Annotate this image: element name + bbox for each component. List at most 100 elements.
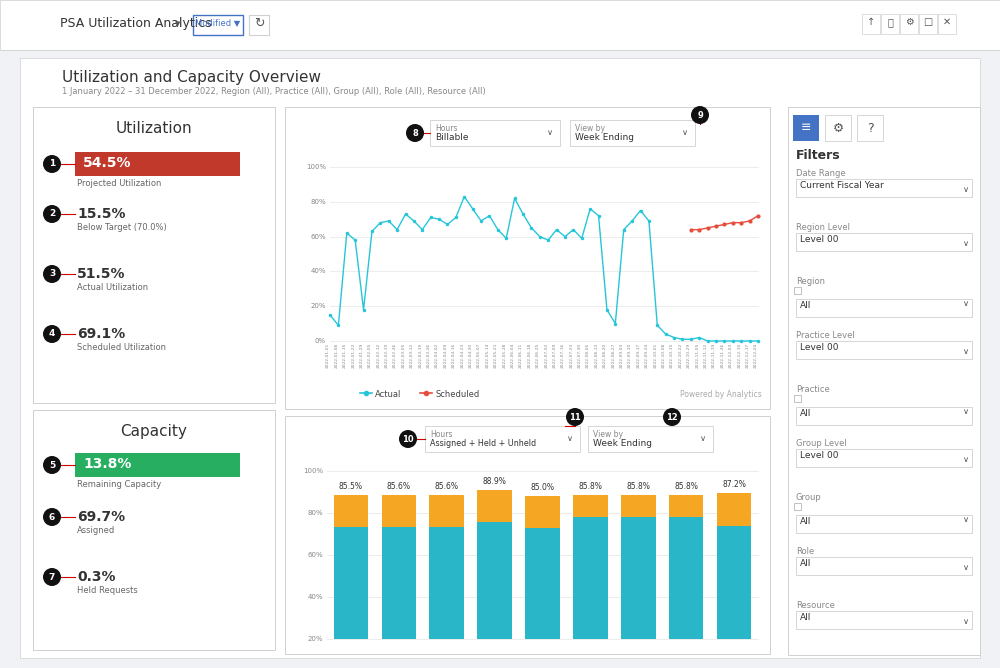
Text: Group Level: Group Level <box>796 439 847 448</box>
Text: Hours: Hours <box>430 430 452 439</box>
Text: Filters: Filters <box>796 149 841 162</box>
Bar <box>796 407 972 425</box>
Text: All: All <box>800 301 811 310</box>
Bar <box>717 492 751 526</box>
Text: □: □ <box>923 17 933 27</box>
Text: 4: 4 <box>49 329 55 339</box>
Text: 1: 1 <box>49 160 55 168</box>
Text: Resource: Resource <box>796 601 835 610</box>
Bar <box>621 517 656 639</box>
Text: 20%: 20% <box>308 636 323 642</box>
Text: Hours: Hours <box>435 124 458 133</box>
Text: 2022-11-12: 2022-11-12 <box>704 343 708 368</box>
Bar <box>621 495 656 517</box>
Text: Region Level: Region Level <box>796 223 850 232</box>
Circle shape <box>43 205 61 223</box>
Text: 40%: 40% <box>310 269 326 275</box>
Circle shape <box>43 508 61 526</box>
Text: All: All <box>800 517 811 526</box>
Text: 0.3%: 0.3% <box>77 570 116 584</box>
Text: 2022-10-08: 2022-10-08 <box>662 343 666 368</box>
Text: ∨: ∨ <box>963 516 969 524</box>
Text: Held Requests: Held Requests <box>77 586 138 595</box>
Text: Level 00: Level 00 <box>800 235 838 244</box>
Bar <box>796 341 972 359</box>
Bar <box>796 233 972 251</box>
Text: Week Ending: Week Ending <box>593 439 652 448</box>
Bar <box>429 495 464 527</box>
Text: 2022-01-15: 2022-01-15 <box>343 343 347 368</box>
Text: 9: 9 <box>697 110 703 120</box>
Text: 13.8%: 13.8% <box>83 457 131 471</box>
Bar <box>477 522 512 639</box>
Bar <box>382 495 416 527</box>
Text: 40%: 40% <box>308 594 323 600</box>
Text: Current Fiscal Year: Current Fiscal Year <box>800 181 884 190</box>
Text: All: All <box>800 613 811 622</box>
Circle shape <box>43 325 61 343</box>
Text: Practice: Practice <box>796 385 830 394</box>
Bar <box>796 557 972 575</box>
Text: ∨: ∨ <box>963 238 969 248</box>
Text: ∨: ∨ <box>682 128 688 137</box>
Text: 2022-05-07: 2022-05-07 <box>477 343 481 368</box>
Circle shape <box>691 106 709 124</box>
Text: ⚙: ⚙ <box>905 17 913 27</box>
Text: 2: 2 <box>49 210 55 218</box>
Text: 85.8%: 85.8% <box>626 482 650 491</box>
Bar <box>20 58 980 658</box>
Text: 2022-05-28: 2022-05-28 <box>502 343 506 368</box>
Bar <box>0 0 1000 50</box>
Text: ⚙: ⚙ <box>832 122 844 134</box>
Bar <box>796 611 972 629</box>
Text: 2022-12-17: 2022-12-17 <box>746 343 750 368</box>
Text: 100%: 100% <box>303 468 323 474</box>
Text: 85.0%: 85.0% <box>530 483 554 492</box>
Bar <box>285 416 770 654</box>
Bar <box>794 503 801 510</box>
Text: Level 00: Level 00 <box>800 343 838 352</box>
Text: 80%: 80% <box>310 199 326 205</box>
Text: Date Range: Date Range <box>796 169 846 178</box>
Text: 60%: 60% <box>307 552 323 558</box>
Bar <box>796 449 972 467</box>
Text: 80%: 80% <box>307 510 323 516</box>
Text: 60%: 60% <box>310 234 326 240</box>
Bar <box>796 299 972 317</box>
Text: 88.9%: 88.9% <box>483 477 507 486</box>
Text: 2022-02-05: 2022-02-05 <box>368 343 372 368</box>
Text: Region: Region <box>796 277 825 286</box>
Text: ?: ? <box>867 122 873 134</box>
Circle shape <box>566 408 584 426</box>
Bar <box>525 496 560 528</box>
Bar <box>570 120 695 146</box>
Bar <box>669 495 703 517</box>
Text: 2022-08-27: 2022-08-27 <box>611 343 615 368</box>
Text: ▼: ▼ <box>175 21 180 27</box>
Text: 2022-06-11: 2022-06-11 <box>519 343 523 368</box>
Text: 🔔: 🔔 <box>887 17 893 27</box>
Circle shape <box>663 408 681 426</box>
Text: 2022-07-09: 2022-07-09 <box>553 343 557 368</box>
Bar <box>796 515 972 533</box>
Text: ∨: ∨ <box>547 128 553 137</box>
Text: 12: 12 <box>666 413 678 422</box>
Bar <box>285 107 770 409</box>
Bar <box>900 14 918 34</box>
Text: 54.5%: 54.5% <box>83 156 132 170</box>
Text: 2022-05-14: 2022-05-14 <box>485 343 489 368</box>
Bar <box>477 490 512 522</box>
Text: 2022-10-15: 2022-10-15 <box>670 343 674 368</box>
Text: 2022-09-10: 2022-09-10 <box>628 343 632 368</box>
Text: 2022-03-05: 2022-03-05 <box>402 343 406 368</box>
Text: Billable: Billable <box>435 133 468 142</box>
Text: 2022-07-16: 2022-07-16 <box>561 343 565 368</box>
Text: 2022-04-16: 2022-04-16 <box>452 343 456 368</box>
Text: 87.2%: 87.2% <box>722 480 746 488</box>
Bar <box>796 179 972 197</box>
Text: Powered by Analytics: Powered by Analytics <box>680 390 762 399</box>
Text: Group: Group <box>796 493 822 502</box>
Text: All: All <box>800 559 811 568</box>
Bar <box>33 107 275 403</box>
Bar <box>573 517 608 639</box>
